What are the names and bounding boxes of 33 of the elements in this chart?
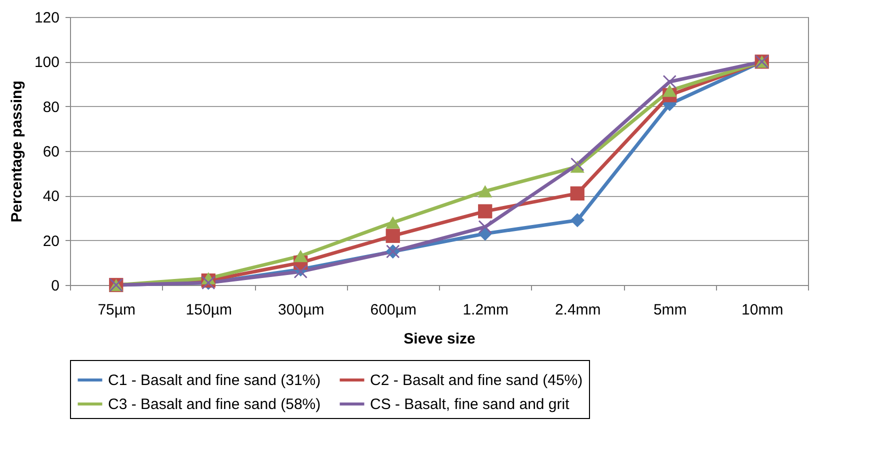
y-tick-label: 60 (42, 144, 60, 160)
point (662, 74, 676, 89)
y-tick-label: 20 (42, 232, 60, 250)
x-tick-label: 10mm (742, 302, 784, 318)
point (662, 84, 677, 97)
y-tick-label: 80 (42, 98, 60, 116)
x-tick-label: 1.2mm (462, 302, 509, 318)
legend-label: C2 - Basalt and fine sand (45%) (370, 372, 583, 389)
point (386, 228, 400, 243)
point (478, 204, 492, 218)
x-tick-label: 2.4mm (554, 302, 601, 318)
y-tick-label: 40 (42, 188, 60, 206)
legend-label: C1 - Basalt and fine sand (31%) (108, 372, 321, 389)
point (570, 186, 584, 201)
y-tick-label: 120 (34, 10, 60, 26)
point (294, 264, 308, 278)
point (386, 216, 400, 229)
point (570, 158, 584, 172)
x-tick-label: 300µm (278, 302, 324, 318)
x-tick-label: 150µm (186, 302, 232, 318)
x-tick-label: 600µm (370, 302, 416, 318)
y-axis-title: Percentage passing (8, 80, 26, 222)
point (294, 250, 308, 262)
legend-label: C3 - Basalt and fine sand (58%) (108, 396, 321, 413)
point (570, 213, 584, 228)
legend-label: CS - Basalt, fine sand and grit (370, 396, 570, 413)
x-tick-label: 75µm (98, 302, 136, 318)
x-axis-title: Sieve size (404, 330, 476, 348)
x-tick-label: 5mm (653, 302, 687, 318)
point (478, 220, 492, 234)
y-tick-label: 100 (34, 54, 60, 72)
point (478, 185, 492, 198)
y-tick-label: 0 (51, 278, 60, 294)
